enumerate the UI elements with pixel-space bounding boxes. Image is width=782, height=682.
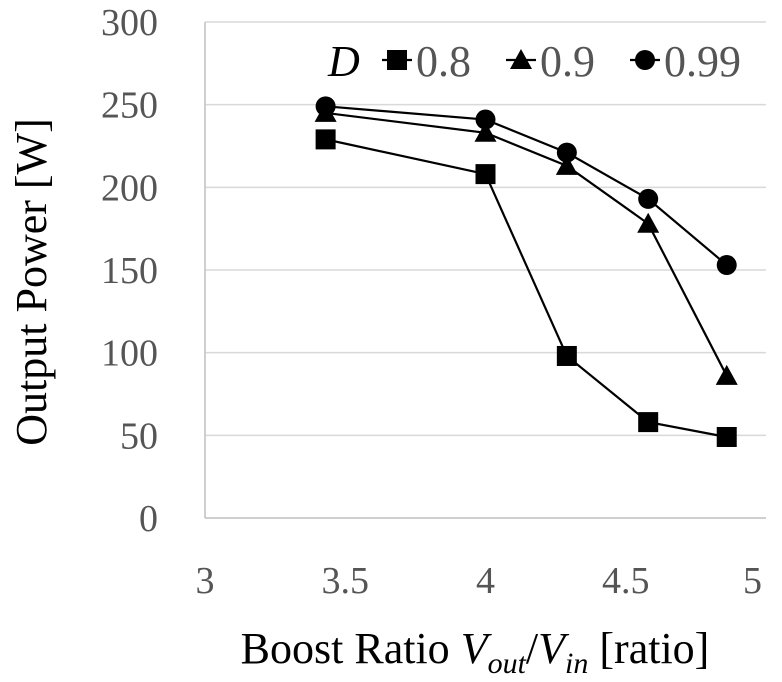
data-point — [475, 109, 496, 130]
x-axis-title-part: [ratio] — [588, 624, 709, 673]
x-axis-title-part: V — [538, 624, 570, 673]
series-line — [325, 138, 727, 439]
y-tick-label: 50 — [120, 415, 158, 457]
legend-entry-0.99: 0.99 — [630, 37, 741, 86]
data-point — [638, 188, 659, 209]
y-tick-label: 0 — [139, 498, 158, 540]
x-axis-title-part: Boost Ratio — [241, 624, 461, 673]
x-axis-title-part: V — [461, 624, 493, 673]
data-point — [474, 121, 497, 142]
legend-marker — [510, 49, 532, 69]
data-point — [716, 255, 737, 276]
legend-marker — [635, 50, 655, 70]
legend-label: 0.9 — [540, 37, 595, 86]
legend-entry-0.8: 0.8 — [382, 37, 471, 86]
series-group — [314, 96, 738, 447]
x-axis-title: Boost Ratio Vout/Vin [ratio] — [241, 624, 710, 680]
data-point — [555, 154, 578, 175]
y-tick-label: 200 — [101, 167, 158, 209]
data-point — [315, 129, 336, 150]
y-tick-label: 250 — [101, 85, 158, 127]
y-tick-label: 150 — [101, 250, 158, 292]
data-point — [475, 164, 496, 185]
x-axis-title-part: / — [526, 624, 539, 673]
x-axis-title-part: out — [488, 647, 527, 680]
series-0.99 — [315, 96, 737, 276]
legend-title: D — [327, 37, 360, 86]
grid — [205, 21, 766, 437]
data-point — [556, 142, 577, 163]
x-axis-title-part: in — [565, 647, 588, 680]
series-line — [325, 105, 728, 266]
series-0.8 — [315, 129, 737, 447]
x-tick-label: 4 — [476, 560, 495, 602]
y-tick-label: 100 — [101, 333, 158, 375]
legend-marker — [387, 50, 407, 70]
data-point — [715, 364, 738, 385]
x-tick-label: 4.5 — [602, 560, 650, 602]
x-tick-label: 5 — [743, 560, 762, 602]
data-point — [716, 426, 737, 447]
x-tick-labels: 3 3.5 4 4.5 5 — [196, 560, 763, 602]
y-axis-title: Output Power [W] — [7, 118, 56, 446]
axes — [204, 22, 766, 519]
x-tick-label: 3.5 — [322, 560, 370, 602]
x-tick-label: 3 — [196, 560, 215, 602]
data-point — [556, 345, 577, 366]
legend-entry-0.9: 0.9 — [506, 37, 595, 86]
series-0.9 — [314, 101, 738, 385]
legend-label: 0.8 — [416, 37, 471, 86]
y-tick-label: 300 — [101, 2, 158, 44]
y-tick-labels: 0 50 100 150 200 250 300 — [101, 2, 158, 540]
data-point — [637, 212, 660, 233]
data-point — [638, 412, 659, 433]
legend: D 0.8 0.9 0.99 — [327, 37, 741, 86]
legend-label: 0.99 — [664, 37, 741, 86]
data-point — [315, 96, 336, 117]
